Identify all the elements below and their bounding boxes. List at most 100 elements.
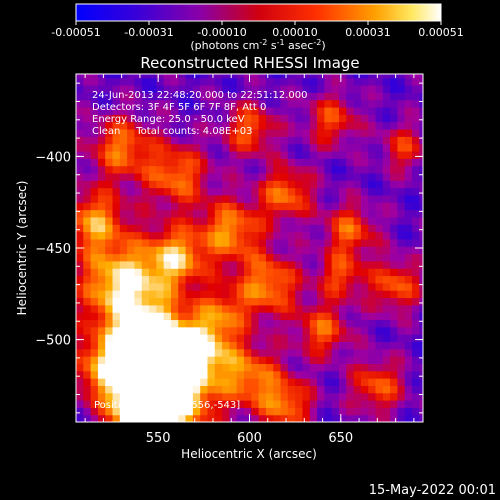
heatmap-cell bbox=[375, 378, 384, 386]
heatmap-cell bbox=[295, 216, 304, 225]
heatmap-cell bbox=[397, 312, 406, 321]
heatmap-cell bbox=[170, 150, 179, 159]
heatmap-cell bbox=[338, 282, 347, 291]
heatmap-cell bbox=[346, 202, 355, 211]
heatmap-cell bbox=[192, 378, 201, 386]
heatmap-cell bbox=[163, 326, 172, 335]
heatmap-cell bbox=[324, 260, 333, 269]
heatmap-cell bbox=[397, 326, 406, 335]
heatmap-cell bbox=[156, 143, 165, 152]
heatmap-cell bbox=[375, 363, 384, 372]
heatmap-cell bbox=[280, 84, 289, 93]
heatmap-cell bbox=[112, 363, 121, 372]
heatmap-cell bbox=[353, 378, 362, 386]
heatmap-cell bbox=[119, 246, 128, 255]
heatmap-cell bbox=[273, 282, 282, 291]
heatmap-cell bbox=[185, 74, 194, 79]
heatmap-cell bbox=[163, 297, 172, 306]
heatmap-cell bbox=[295, 414, 304, 422]
heatmap-cell bbox=[412, 378, 420, 386]
heatmap-cell bbox=[105, 268, 114, 277]
heatmap-cell bbox=[83, 275, 92, 284]
heatmap-cell bbox=[360, 136, 369, 145]
heatmap-cell bbox=[207, 209, 216, 218]
heatmap-cell bbox=[97, 106, 106, 115]
heatmap-cell bbox=[280, 400, 289, 408]
heatmap-cell bbox=[207, 128, 216, 137]
heatmap-cell bbox=[317, 150, 325, 159]
heatmap-cell bbox=[309, 143, 318, 152]
heatmap-cell bbox=[90, 136, 99, 145]
heatmap-cell bbox=[244, 194, 252, 203]
heatmap-cell bbox=[178, 202, 187, 211]
heatmap-cell bbox=[273, 385, 282, 394]
heatmap-cell bbox=[309, 92, 318, 101]
heatmap-cell bbox=[229, 136, 238, 145]
heatmap-cell bbox=[287, 99, 296, 108]
heatmap-cell bbox=[382, 150, 391, 159]
heatmap-cell bbox=[163, 370, 172, 379]
heatmap-cell bbox=[112, 326, 121, 335]
heatmap-cell bbox=[324, 334, 333, 343]
heatmap-cell bbox=[214, 385, 223, 394]
heatmap-cell bbox=[273, 334, 282, 343]
heatmap-cell bbox=[317, 209, 325, 218]
heatmap-cell bbox=[200, 363, 209, 372]
heatmap-cell bbox=[207, 180, 216, 189]
heatmap-cell bbox=[412, 414, 420, 422]
heatmap-cell bbox=[412, 216, 420, 225]
heatmap-cell bbox=[119, 363, 128, 372]
heatmap-cell bbox=[185, 172, 194, 181]
heatmap-cell bbox=[119, 334, 128, 343]
heatmap-cell bbox=[404, 400, 413, 408]
heatmap-cell bbox=[251, 348, 260, 357]
unit-part-1: (photons cm bbox=[190, 39, 259, 52]
heatmap-cell bbox=[324, 74, 333, 79]
heatmap-cell bbox=[141, 209, 150, 218]
heatmap-cell bbox=[149, 400, 157, 408]
heatmap-cell bbox=[112, 99, 121, 108]
heatmap-cell bbox=[134, 165, 143, 174]
heatmap-cell bbox=[265, 180, 274, 189]
heatmap-cell bbox=[170, 268, 179, 277]
heatmap-cell bbox=[331, 92, 340, 101]
heatmap-cell bbox=[368, 348, 377, 357]
heatmap-cell bbox=[76, 378, 84, 386]
heatmap-cell bbox=[149, 348, 157, 357]
heatmap-cell bbox=[419, 84, 423, 93]
heatmap-cell bbox=[353, 363, 362, 372]
heatmap-cell bbox=[287, 407, 296, 416]
heatmap-cell bbox=[119, 128, 128, 137]
colorbar-tick-label: 0.00010 bbox=[272, 26, 318, 39]
heatmap-cell bbox=[397, 106, 406, 115]
heatmap-cell bbox=[119, 209, 128, 218]
heatmap-cell bbox=[324, 290, 333, 299]
heatmap-cell bbox=[382, 290, 391, 299]
heatmap-cell bbox=[368, 158, 377, 167]
heatmap-cell bbox=[200, 194, 209, 203]
heatmap-cell bbox=[287, 165, 296, 174]
heatmap-cell bbox=[419, 297, 423, 306]
heatmap-cell bbox=[119, 370, 128, 379]
heatmap-cell bbox=[302, 363, 311, 372]
heatmap-cell bbox=[97, 209, 106, 218]
heatmap-cell bbox=[83, 304, 92, 313]
heatmap-cell bbox=[127, 363, 136, 372]
heatmap-cell bbox=[119, 348, 128, 357]
heatmap-cell bbox=[214, 187, 223, 196]
heatmap-cell bbox=[156, 297, 165, 306]
heatmap-cell bbox=[178, 356, 187, 364]
heatmap-cell bbox=[317, 260, 325, 269]
heatmap-cell bbox=[112, 209, 121, 218]
heatmap-cell bbox=[112, 246, 121, 255]
heatmap-cell bbox=[236, 224, 245, 233]
heatmap-cell bbox=[127, 136, 136, 145]
heatmap-cell bbox=[90, 180, 99, 189]
heatmap-cell bbox=[119, 158, 128, 167]
heatmap-cell bbox=[244, 392, 252, 401]
heatmap-cell bbox=[207, 194, 216, 203]
heatmap-cell bbox=[412, 238, 420, 247]
heatmap-cell bbox=[273, 114, 282, 123]
heatmap-cell bbox=[207, 260, 216, 269]
heatmap-cell bbox=[338, 363, 347, 372]
